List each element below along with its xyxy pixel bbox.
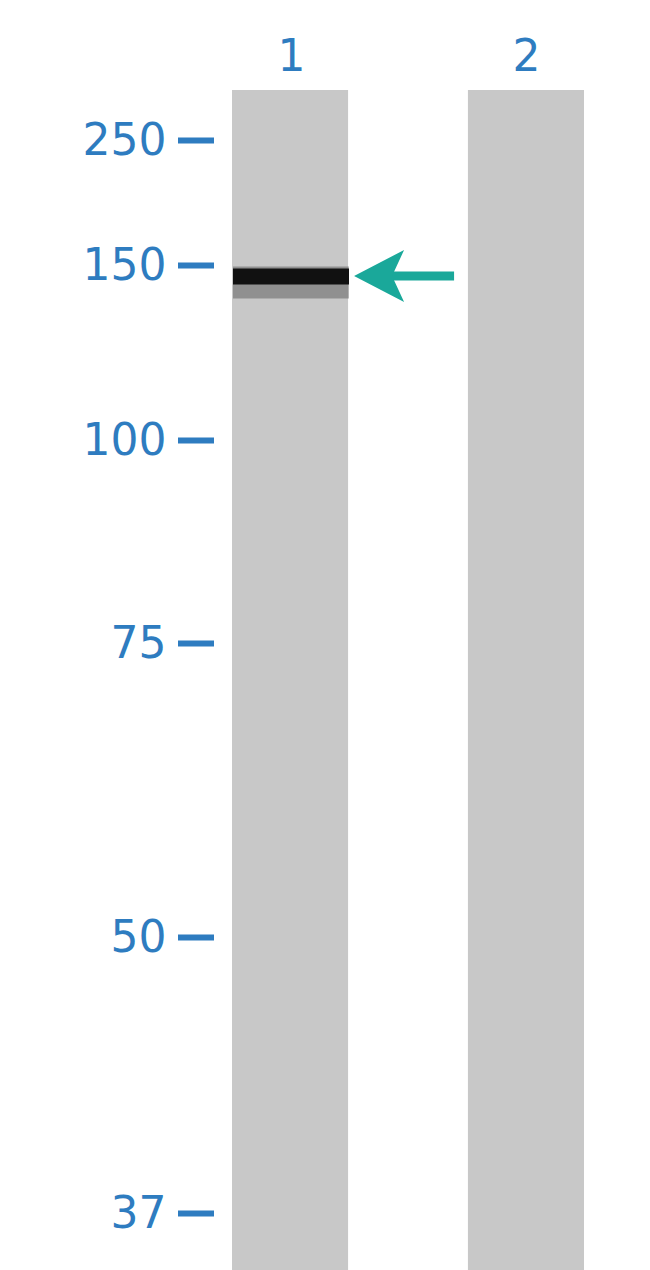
svg-text:2: 2 — [513, 30, 541, 81]
svg-text:100: 100 — [83, 414, 167, 465]
svg-text:50: 50 — [111, 911, 167, 962]
svg-text:37: 37 — [111, 1187, 167, 1238]
svg-text:1: 1 — [278, 30, 306, 81]
svg-text:250: 250 — [83, 114, 167, 165]
svg-text:150: 150 — [83, 239, 167, 290]
svg-text:75: 75 — [111, 617, 167, 668]
